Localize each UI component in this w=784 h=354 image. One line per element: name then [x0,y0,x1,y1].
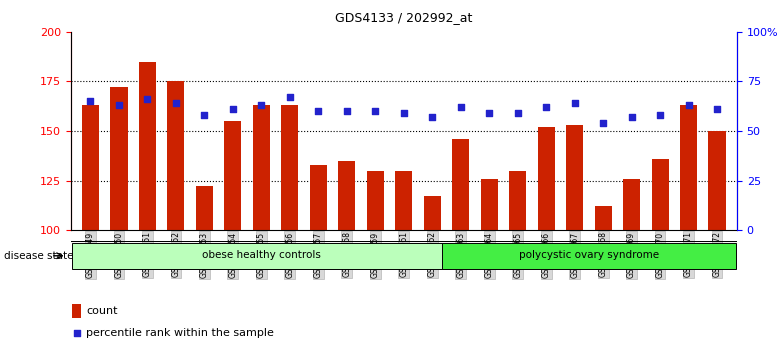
Point [597,120,609,126]
Text: GDS4133 / 202992_at: GDS4133 / 202992_at [335,11,473,24]
Bar [338,161,355,230]
Bar [310,165,327,230]
Point [255,102,267,108]
Bar [680,105,697,230]
Point [369,108,382,114]
Bar [168,81,184,230]
Bar [139,62,156,230]
Text: percentile rank within the sample: percentile rank within the sample [86,328,274,338]
Bar [72,304,82,318]
Bar [442,243,735,269]
Bar [224,121,241,230]
Point [455,104,467,110]
Bar [481,178,498,230]
Point [227,106,239,112]
Point [483,110,495,116]
Point [626,114,638,120]
Bar [566,125,583,230]
Bar [652,159,669,230]
Point [113,102,125,108]
Point [654,112,666,118]
Point [397,110,410,116]
Bar [538,127,555,230]
Point [340,108,353,114]
Point [511,110,524,116]
Bar [281,105,299,230]
Bar [367,171,384,230]
Point [312,108,325,114]
Bar [452,139,470,230]
Bar [395,171,412,230]
Bar [111,87,128,230]
Bar [72,243,451,269]
Point [169,101,182,106]
Bar [594,206,612,230]
Bar [252,105,270,230]
Point [426,114,438,120]
Text: disease state: disease state [4,251,74,261]
Text: polycystic ovary syndrome: polycystic ovary syndrome [519,250,659,260]
Point [71,330,83,336]
Bar [82,105,99,230]
Bar [509,171,526,230]
Point [682,102,695,108]
Point [84,98,96,104]
Point [540,104,553,110]
Bar [423,196,441,230]
Text: count: count [86,306,118,316]
Bar [709,131,725,230]
Point [198,112,211,118]
Point [284,95,296,100]
Bar [196,187,213,230]
Point [141,96,154,102]
Text: obese healthy controls: obese healthy controls [202,250,321,260]
Point [711,106,724,112]
Bar [623,178,640,230]
Point [568,101,581,106]
